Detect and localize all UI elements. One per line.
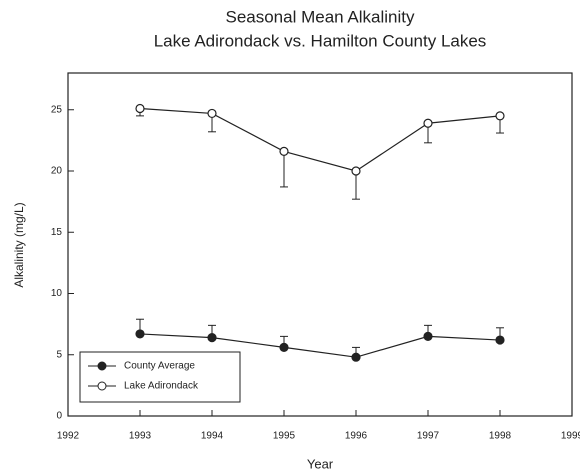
legend-box <box>79 351 241 403</box>
x-tick-label: 1998 <box>489 431 512 442</box>
series-line <box>139 107 501 172</box>
marker <box>495 335 505 345</box>
marker <box>135 329 145 339</box>
x-tick-label: 1995 <box>273 431 296 442</box>
plot-frame <box>67 72 573 417</box>
marker <box>495 111 505 121</box>
marker <box>279 342 289 352</box>
marker <box>279 146 289 156</box>
marker <box>351 166 361 176</box>
y-tick-label: 15 <box>51 227 63 238</box>
y-tick-label: 0 <box>56 411 62 422</box>
legend-label: Lake Adirondack <box>124 381 199 392</box>
legend-marker <box>97 361 107 371</box>
x-tick-label: 1996 <box>345 431 368 442</box>
y-tick-label: 5 <box>56 349 62 360</box>
marker <box>207 333 217 343</box>
marker <box>207 108 217 119</box>
x-tick-label: 1992 <box>57 431 80 442</box>
x-tick-label: 1999 <box>561 431 580 442</box>
chart-title: Seasonal Mean Alkalinity <box>225 7 415 26</box>
x-tick-label: 1993 <box>129 431 152 442</box>
series-line <box>139 333 501 358</box>
legend-marker <box>97 381 107 391</box>
chart-subtitle: Lake Adirondack vs. Hamilton County Lake… <box>154 31 487 50</box>
marker <box>135 103 145 114</box>
y-tick-label: 20 <box>51 166 63 177</box>
legend-label: County Average <box>124 361 195 372</box>
x-axis-label: Year <box>307 456 334 471</box>
x-tick-label: 1994 <box>201 431 224 442</box>
marker <box>423 331 433 341</box>
x-tick-label: 1997 <box>417 431 440 442</box>
marker <box>351 352 361 362</box>
marker <box>423 118 433 128</box>
y-tick-label: 25 <box>51 104 63 115</box>
y-tick-label: 10 <box>51 288 63 299</box>
y-axis-label: Alkalinity (mg/L) <box>12 202 26 287</box>
